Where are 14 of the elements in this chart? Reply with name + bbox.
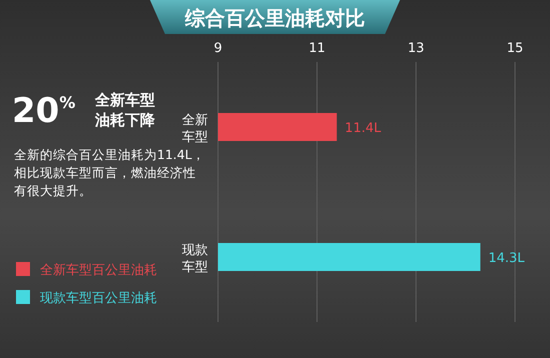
- data-label: 11.4L: [344, 121, 382, 136]
- text: 全新的综合百公里油耗为11.4L，相比现款车型而言，燃油经济性有很大提升。: [14, 146, 206, 200]
- legend-label: 现款车型百公里油耗: [40, 291, 157, 306]
- chart-title: 综合百公里油耗对比: [184, 6, 365, 30]
- y-tick-label: 全新车型: [182, 113, 208, 145]
- x-tick-label: 11: [308, 41, 326, 56]
- x-tick-label: 15: [506, 41, 524, 56]
- text: 全新车型油耗下降: [94, 91, 156, 129]
- data-label: 14.3L: [488, 251, 526, 266]
- text: 20$^{%}$: [12, 91, 76, 131]
- legend-label: 全新车型百公里油耗: [40, 263, 157, 278]
- x-tick-label: 13: [408, 41, 424, 56]
- y-tick-label: 现款车型: [182, 243, 208, 275]
- x-tick-label: 9: [214, 41, 222, 56]
